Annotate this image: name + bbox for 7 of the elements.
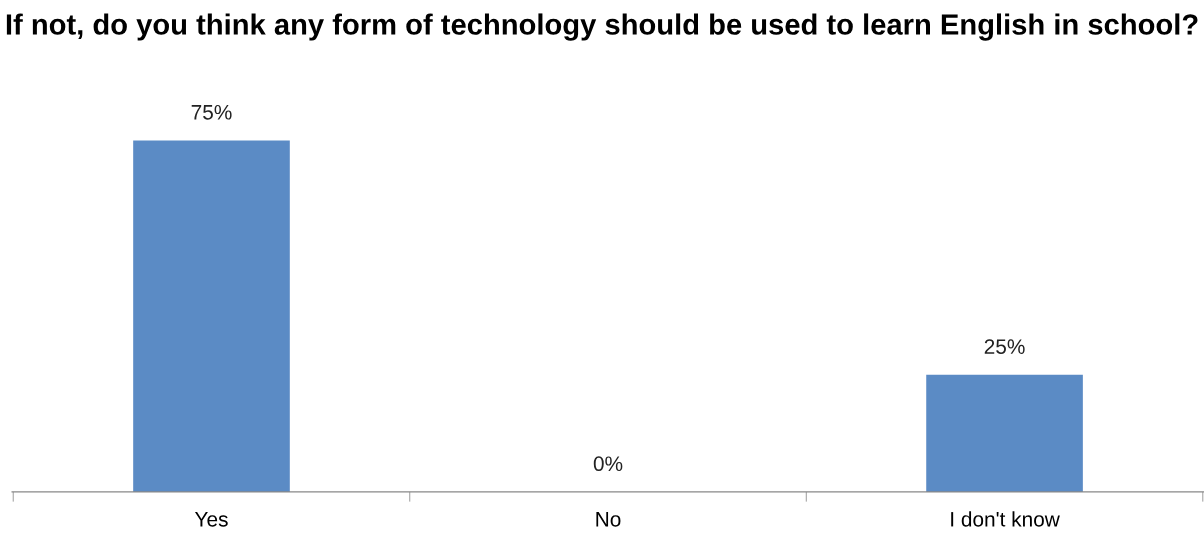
chart-title: If not, do you think any form of technology should be used to learn English in school?: [6, 13, 1198, 41]
x-tick-label: No: [596, 512, 621, 527]
data-label: 75%: [191, 105, 232, 120]
x-tick-label: Yes: [194, 512, 228, 527]
x-tick-label: I don't know: [951, 511, 1060, 527]
data-label: 0%: [593, 456, 623, 472]
data-label: 25%: [984, 339, 1025, 354]
